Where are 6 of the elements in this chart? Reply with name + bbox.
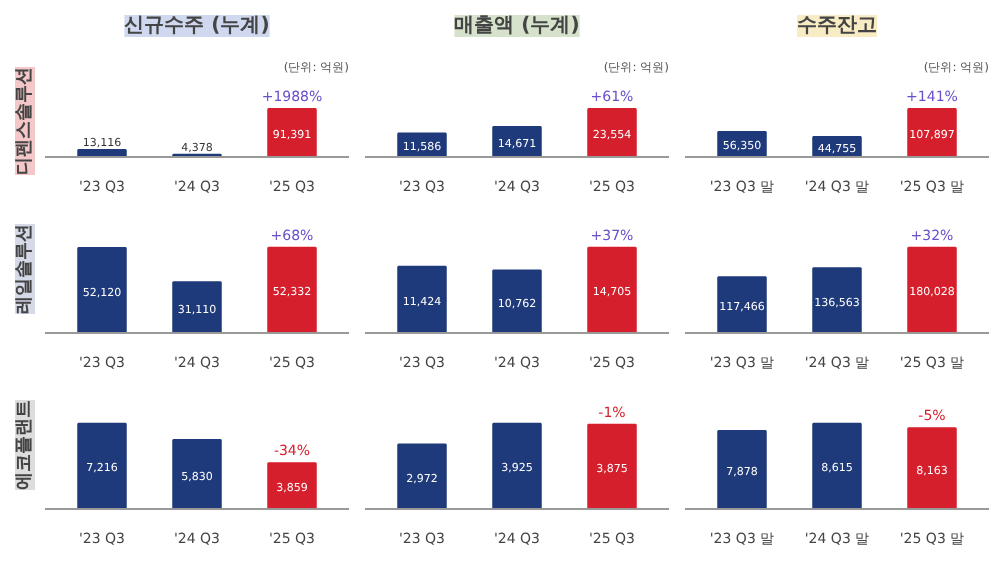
y-axis-title: 레일솔루션 [15,224,35,314]
chart-title: 신규수주 (누계) [124,15,270,37]
chart-title: 매출액 (누계) [454,15,580,37]
chart-title: 수주잔고 [797,15,877,37]
y-axis-title: 에코플랜트 [15,400,35,490]
y-axis-title: 디펜스솔루션 [15,67,35,175]
